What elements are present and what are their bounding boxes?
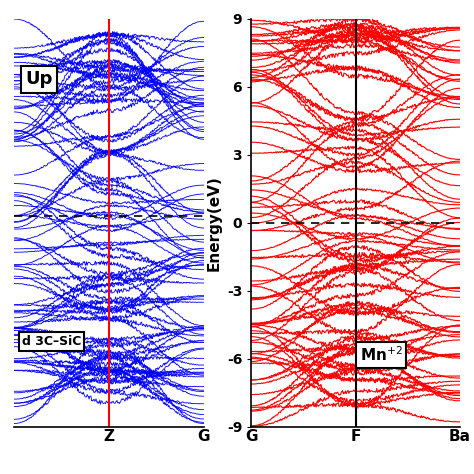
Y-axis label: Energy(eV): Energy(eV) — [206, 175, 221, 271]
Text: Mn$^{+2}$: Mn$^{+2}$ — [360, 346, 402, 365]
Text: Up: Up — [26, 70, 53, 88]
Text: d 3C–SiC: d 3C–SiC — [22, 335, 81, 348]
